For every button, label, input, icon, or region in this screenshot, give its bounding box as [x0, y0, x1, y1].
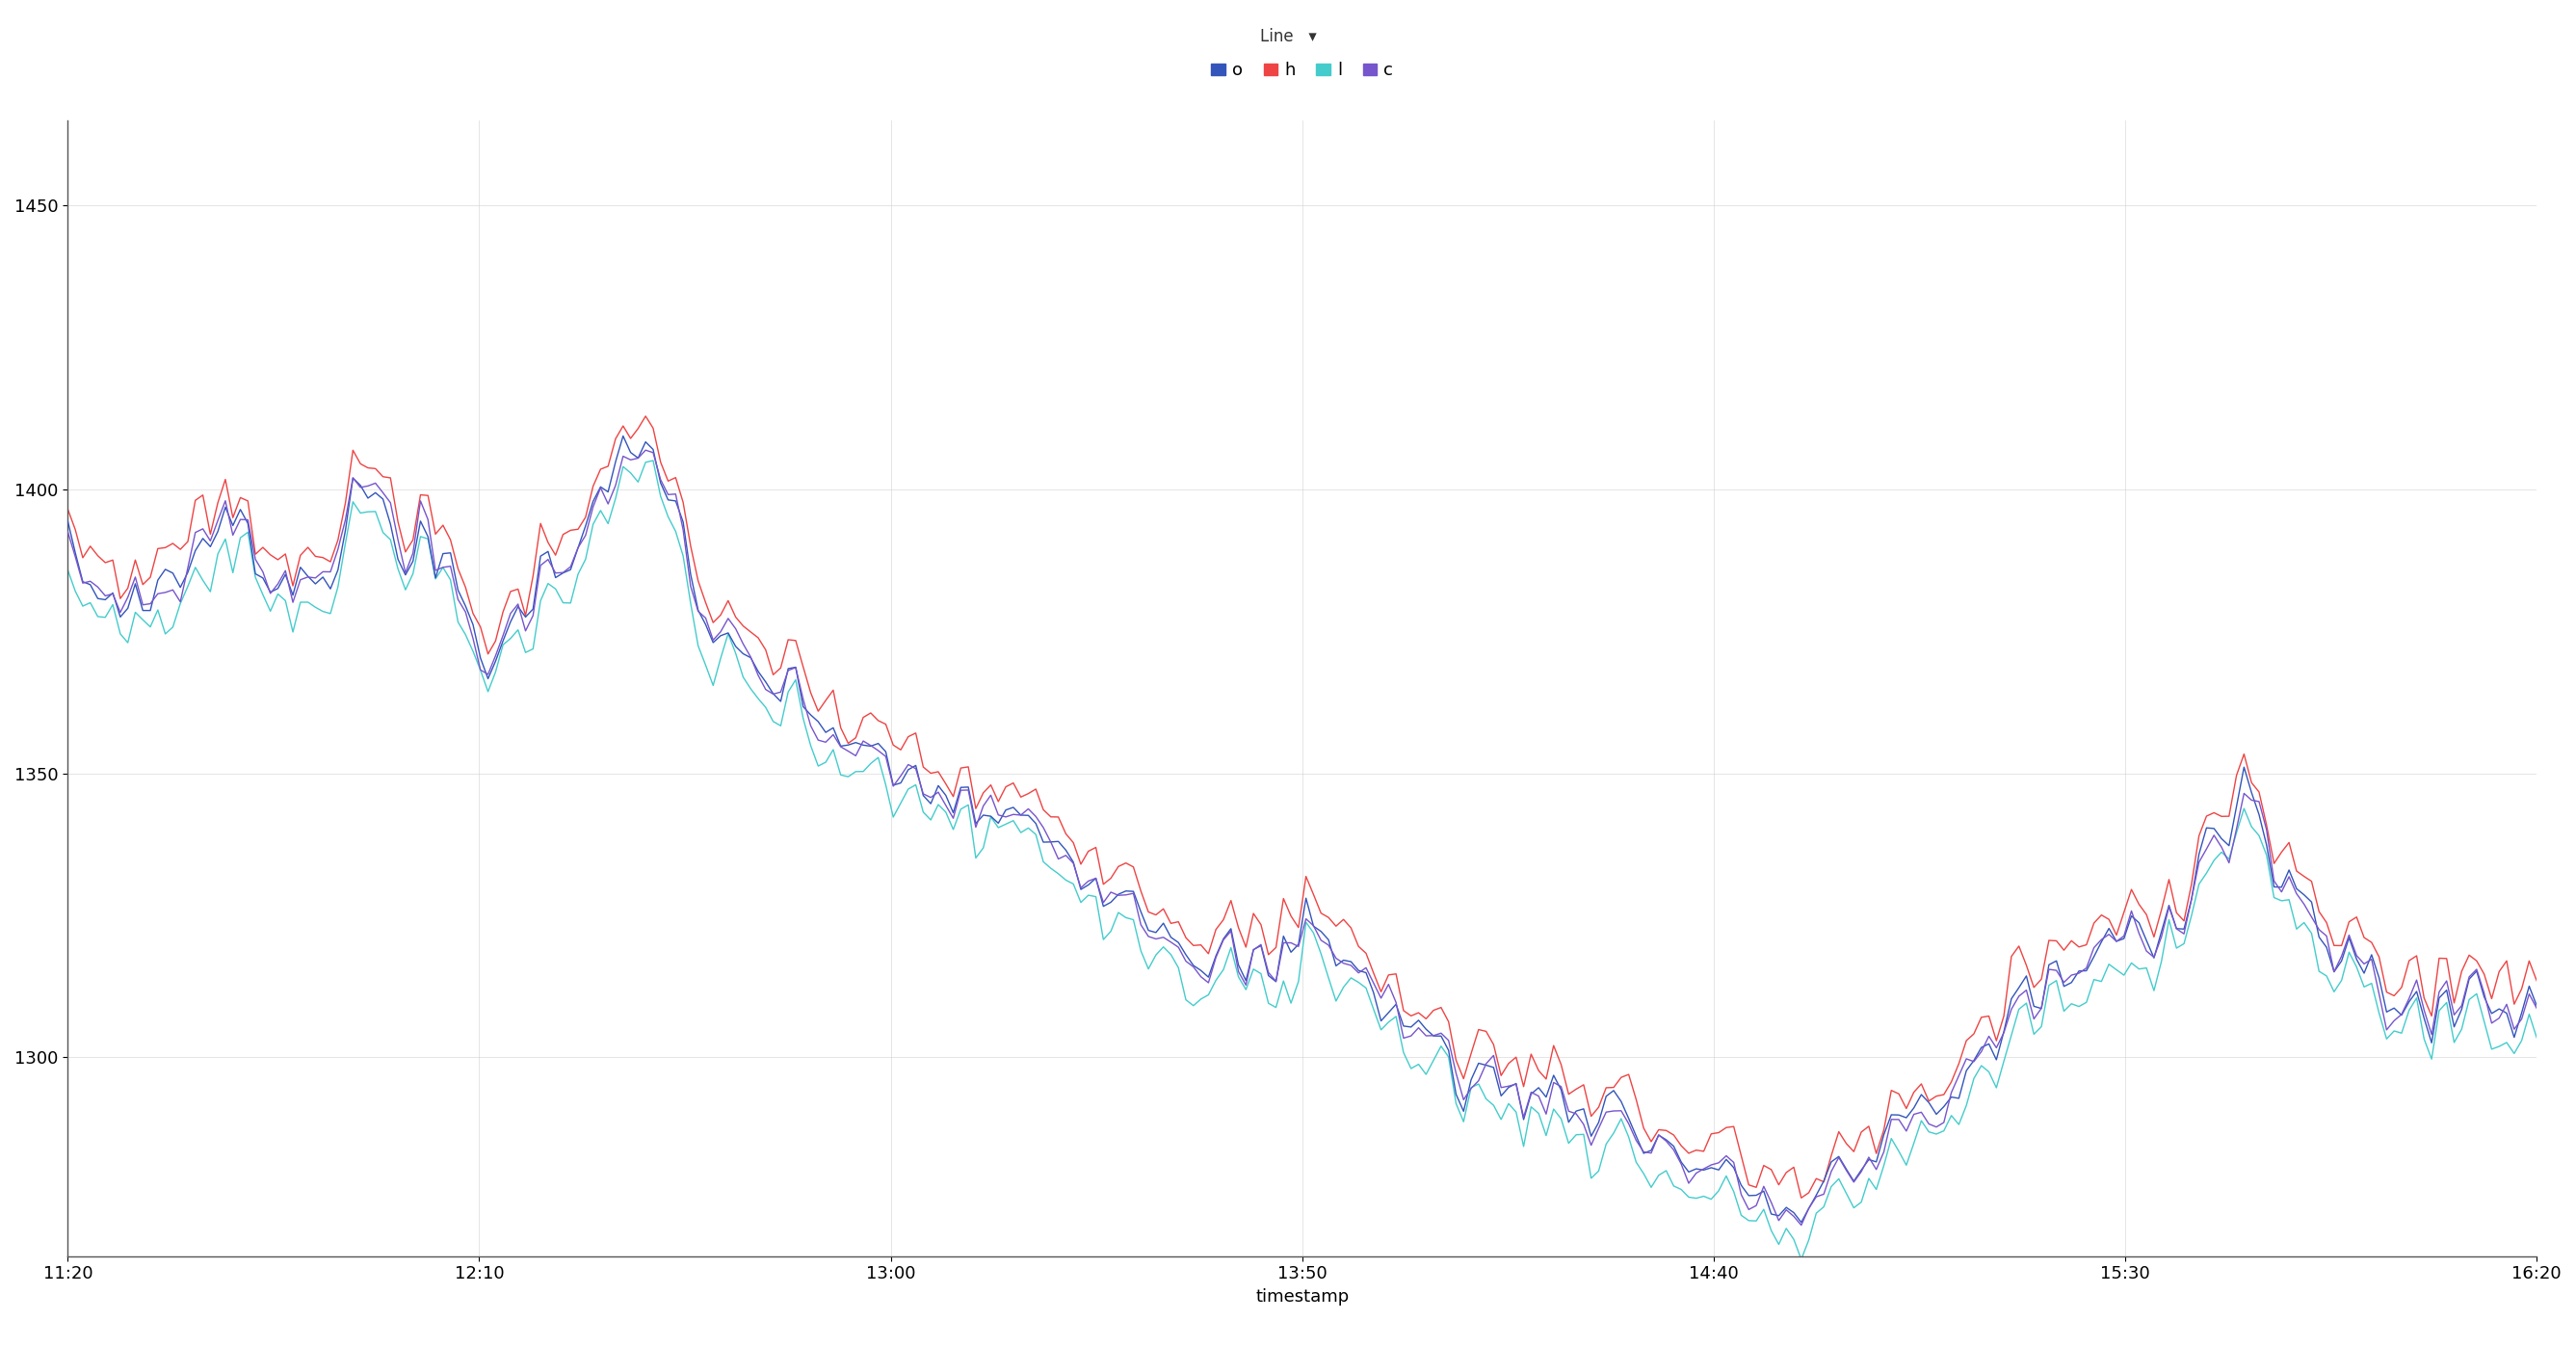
c: [2522, 1001, 2553, 1017]
Line: l: l: [67, 461, 2537, 1259]
o: [2522, 998, 2553, 1014]
c: [1785, 1218, 1816, 1234]
c: [121, 568, 152, 585]
h: [121, 552, 152, 568]
c: [52, 524, 82, 540]
h: [2228, 746, 2259, 762]
c: [2228, 785, 2259, 801]
l: [2447, 1021, 2478, 1037]
o: [1785, 1214, 1816, 1230]
l: [2522, 1029, 2553, 1045]
l: [121, 605, 152, 621]
l: [639, 453, 670, 469]
h: [1785, 1189, 1816, 1206]
o: [608, 428, 639, 445]
o: [247, 570, 278, 586]
l: [330, 535, 361, 551]
c: [631, 442, 662, 458]
h: [247, 539, 278, 555]
l: [247, 586, 278, 602]
l: [2228, 800, 2259, 816]
o: [2228, 760, 2259, 776]
l: [52, 562, 82, 578]
c: [330, 512, 361, 528]
h: [52, 501, 82, 517]
o: [2447, 1001, 2478, 1017]
c: [2447, 998, 2478, 1014]
h: [2447, 963, 2478, 979]
Text: Line   ▾: Line ▾: [1260, 28, 1316, 46]
Line: o: o: [67, 436, 2537, 1222]
X-axis label: timestamp: timestamp: [1255, 1288, 1350, 1305]
l: [1605, 1111, 1636, 1127]
h: [631, 408, 662, 424]
Legend: o, h, l, c: o, h, l, c: [1203, 55, 1401, 86]
o: [52, 513, 82, 529]
c: [1605, 1103, 1636, 1119]
c: [247, 564, 278, 581]
h: [2522, 973, 2553, 989]
h: [330, 494, 361, 511]
o: [121, 575, 152, 591]
l: [1785, 1251, 1816, 1268]
Line: c: c: [67, 450, 2537, 1226]
Line: h: h: [67, 416, 2537, 1197]
o: [1605, 1094, 1636, 1110]
o: [330, 523, 361, 539]
h: [1605, 1070, 1636, 1086]
